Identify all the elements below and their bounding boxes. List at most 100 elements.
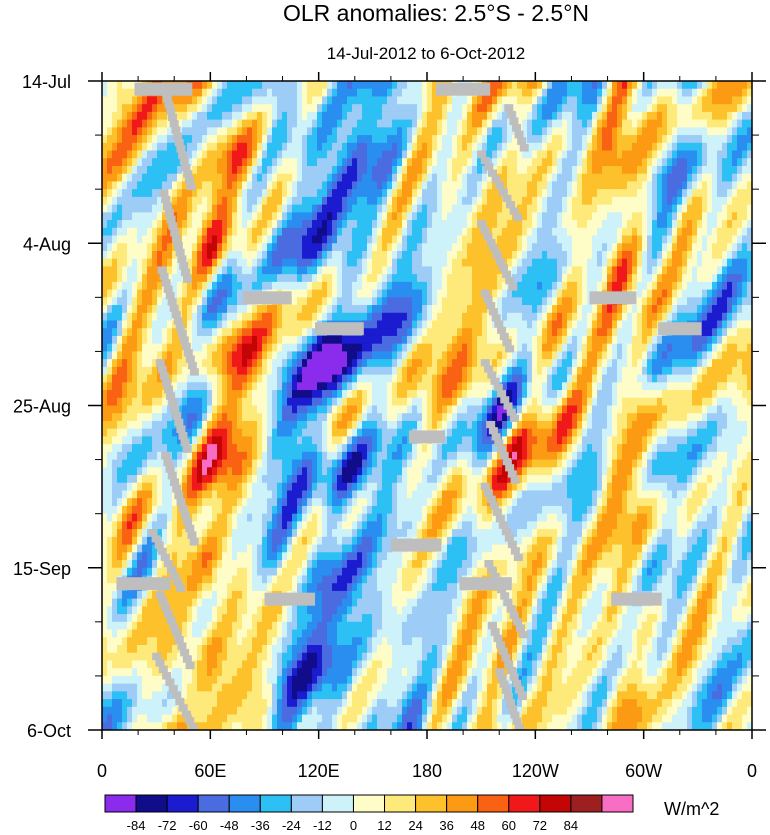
anomaly-cell [557,220,563,229]
anomaly-cell [407,104,413,113]
anomaly-cell [457,312,463,322]
anomaly-cell [642,281,648,291]
anomaly-cell [702,351,708,360]
anomaly-cell [617,212,623,221]
anomaly-cell [327,204,333,213]
anomaly-cell [322,312,328,322]
anomaly-cell [422,119,428,128]
anomaly-cell [182,119,188,128]
anomaly-cell [682,181,688,190]
anomaly-cell [357,150,363,159]
anomaly-cell [202,150,208,159]
anomaly-cell [507,266,513,275]
anomaly-cell [182,212,188,221]
anomaly-cell [462,119,468,128]
anomaly-cell [567,227,573,237]
anomaly-cell [297,96,303,105]
anomaly-cell [627,227,633,237]
anomaly-cell [322,258,328,268]
anomaly-cell [352,119,358,128]
anomaly-cell [327,181,333,190]
anomaly-cell [442,165,448,175]
anomaly-cell [712,235,718,244]
anomaly-cell [677,235,683,244]
anomaly-cell [362,189,368,198]
anomaly-cell [402,343,408,353]
anomaly-cell [392,312,398,322]
anomaly-cell [487,328,493,337]
anomaly-cell [617,119,623,128]
anomaly-cell [532,250,538,260]
anomaly-cell [242,88,248,98]
anomaly-cell [542,297,548,306]
anomaly-cell [387,96,393,105]
anomaly-cell [402,359,408,368]
anomaly-cell [522,165,528,175]
anomaly-cell [652,196,658,206]
anomaly-cell [302,366,308,376]
anomaly-cell [152,142,158,152]
anomaly-cell [427,274,433,283]
anomaly-cell [542,88,548,98]
anomaly-cell [557,173,563,183]
anomaly-cell [232,351,238,360]
anomaly-cell [322,243,328,252]
anomaly-cell [267,359,273,368]
anomaly-cell [527,266,533,275]
anomaly-cell [132,104,138,113]
anomaly-cell [747,351,752,360]
anomaly-cell [507,212,513,221]
anomaly-cell [742,250,748,260]
anomaly-cell [727,150,733,159]
anomaly-cell [717,243,723,252]
anomaly-cell [672,366,678,376]
anomaly-cell [737,305,743,314]
anomaly-cell [122,212,128,221]
anomaly-cell [222,320,228,329]
anomaly-cell [352,142,358,152]
anomaly-cell [227,351,233,360]
anomaly-cell [647,312,653,322]
anomaly-cell [647,227,653,237]
anomaly-cell [512,343,518,353]
anomaly-cell [482,96,488,105]
anomaly-cell [427,135,433,144]
anomaly-cell [682,212,688,221]
anomaly-cell [347,227,353,237]
anomaly-cell [267,250,273,260]
anomaly-cell [517,235,523,244]
anomaly-cell [382,351,388,360]
anomaly-cell [697,312,703,322]
anomaly-cell [367,343,373,353]
anomaly-cell [137,343,143,353]
anomaly-cell [342,104,348,113]
anomaly-cell [362,127,368,136]
anomaly-cell [297,227,303,237]
anomaly-cell [477,235,483,244]
anomaly-cell [247,359,253,368]
anomaly-cell [622,81,628,90]
anomaly-cell [377,266,383,275]
anomaly-cell [112,250,118,260]
anomaly-cell [552,281,558,291]
anomaly-cell [407,281,413,291]
anomaly-cell [512,305,518,314]
anomaly-cell [537,127,543,136]
anomaly-cell [122,351,128,360]
anomaly-cell [532,135,538,144]
anomaly-cell [212,243,218,252]
anomaly-cell [562,173,568,183]
anomaly-cell [407,312,413,322]
anomaly-cell [487,127,493,136]
anomaly-cell [177,351,183,360]
anomaly-cell [102,328,108,337]
anomaly-cell [192,165,198,175]
anomaly-cell [737,359,743,368]
anomaly-cell [617,173,623,183]
anomaly-cell [457,165,463,175]
anomaly-cell [627,359,633,368]
anomaly-cell [517,312,523,322]
anomaly-cell [367,165,373,175]
anomaly-cell [422,250,428,260]
anomaly-cell [677,111,683,121]
